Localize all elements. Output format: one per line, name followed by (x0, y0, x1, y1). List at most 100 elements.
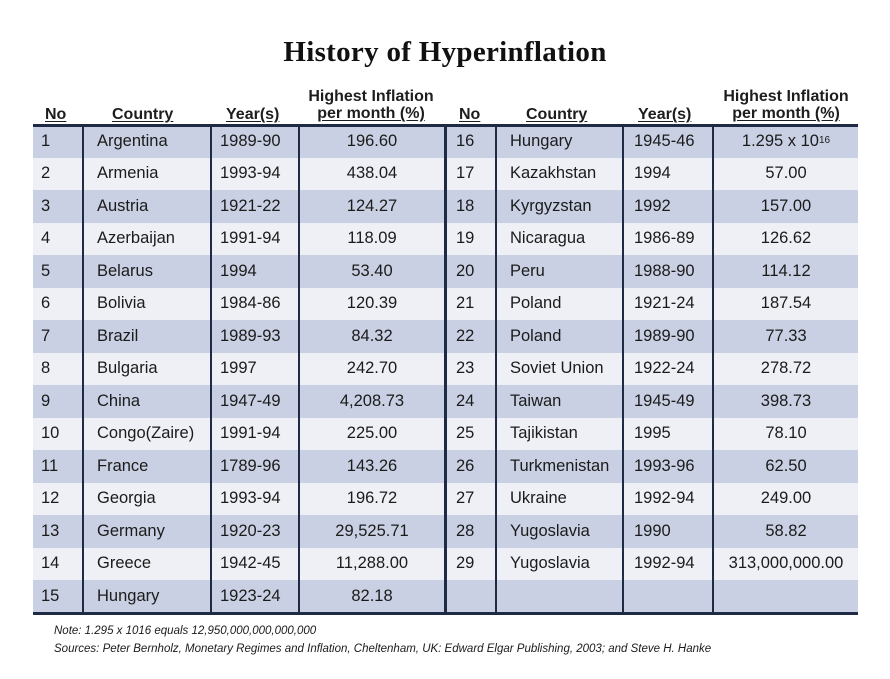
cell-no: 25 (456, 424, 475, 443)
cell-no: 27 (456, 489, 475, 508)
cell-years: 1920-23 (220, 521, 281, 540)
cell-inflation: 196.72 (346, 489, 398, 508)
cell-years: 1988-90 (634, 261, 695, 280)
cell-years: 1991-94 (220, 424, 281, 443)
cell-country: Azerbaijan (97, 229, 175, 248)
cell-no: 14 (41, 554, 60, 573)
cell-no: 17 (456, 164, 475, 183)
cell-inflation: 143.26 (346, 456, 398, 475)
cell-years: 1989-90 (634, 326, 695, 345)
cell-years: 1993-94 (220, 489, 281, 508)
cell-inflation: 118.09 (347, 229, 397, 248)
cell-country: Nicaragua (510, 229, 586, 248)
cell-no: 6 (41, 294, 51, 313)
cell-years: 1945-49 (634, 391, 695, 410)
cell-country: Hungary (510, 131, 573, 150)
cell-no: 13 (41, 521, 60, 540)
cell-country: Congo(Zaire) (97, 424, 195, 443)
column-divider (712, 125, 714, 615)
column-divider (495, 125, 497, 615)
cell-inflation: 84.32 (351, 326, 393, 345)
cell-years: 1984-86 (220, 294, 281, 313)
cell-inflation: 58.82 (765, 521, 807, 540)
cell-no: 16 (456, 131, 475, 150)
cell-no: 22 (456, 326, 475, 345)
cell-inflation: 62.50 (765, 456, 807, 475)
header-no-left: No (45, 106, 67, 123)
column-divider (444, 125, 447, 615)
header-country-right: Country (526, 106, 588, 123)
cell-country: Kyrgyzstan (510, 196, 592, 215)
cell-inflation: 120.39 (346, 294, 398, 313)
cell-country (510, 580, 635, 613)
cell-no: 3 (41, 196, 51, 215)
cell-country: Tajikistan (510, 424, 578, 443)
cell-country: Poland (510, 294, 562, 313)
cell-country: Bulgaria (97, 359, 158, 378)
cell-inflation: 398.73 (760, 391, 812, 410)
cell-years: 1921-22 (220, 196, 281, 215)
cell-years: 1993-94 (220, 164, 281, 183)
sources-citation: Sources: Peter Bernholz, Monetary Regime… (54, 643, 712, 655)
cell-no: 23 (456, 359, 475, 378)
cell-years: 1923-24 (220, 586, 281, 605)
cell-inflation: 225.00 (346, 424, 398, 443)
cell-country: Hungary (97, 586, 160, 605)
cell-years: 1922-24 (634, 359, 695, 378)
cell-years: 1789-96 (220, 456, 281, 475)
cell-country: Kazakhstan (510, 164, 597, 183)
column-divider (82, 125, 84, 615)
cell-inflation: 114.12 (761, 261, 811, 280)
header-inflation-right: Highest Inflation per month (%) (723, 88, 849, 122)
cell-no: 2 (41, 164, 51, 183)
cell-years: 1994 (220, 261, 257, 280)
cell-country: Argentina (97, 131, 168, 150)
cell-years: 1993-96 (634, 456, 695, 475)
cell-years: 1947-49 (220, 391, 281, 410)
cell-no: 19 (456, 229, 475, 248)
cell-no: 18 (456, 196, 475, 215)
cell-no: 8 (41, 359, 51, 378)
cell-country: Yugoslavia (510, 554, 590, 573)
cell-country: Soviet Union (510, 359, 604, 378)
cell-years: 1945-46 (634, 131, 695, 150)
cell-country: Poland (510, 326, 562, 345)
cell-country: Bolivia (97, 294, 146, 313)
cell-country: Peru (510, 261, 545, 280)
cell-country: France (97, 456, 149, 475)
cell-years: 1921-24 (634, 294, 695, 313)
cell-country: Greece (97, 554, 152, 573)
column-divider (622, 125, 624, 615)
cell-country: Ukraine (510, 489, 567, 508)
cell-no: 21 (456, 294, 475, 313)
cell-no: 20 (456, 261, 475, 280)
cell-country: Georgia (97, 489, 156, 508)
cell-inflation: 11,288.00 (335, 554, 409, 573)
cell-inflation: 157.00 (760, 196, 812, 215)
cell-years: 1990 (634, 521, 671, 540)
cell-years: 1986-89 (634, 229, 695, 248)
cell-inflation: 124.27 (346, 196, 398, 215)
cell-years: 1989-93 (220, 326, 281, 345)
cell-inflation: 78.10 (765, 424, 807, 443)
header-country-left: Country (112, 106, 174, 123)
cell-country: Yugoslavia (510, 521, 590, 540)
cell-no: 11 (41, 456, 59, 475)
cell-inflation: 313,000,000.00 (728, 554, 844, 573)
cell-years: 1995 (634, 424, 671, 443)
cell-no: 24 (456, 391, 475, 410)
page-title: History of Hyperinflation (283, 36, 607, 68)
cell-inflation: 196.60 (346, 131, 398, 150)
cell-country: Austria (97, 196, 149, 215)
cell-inflation: 53.40 (351, 261, 393, 280)
cell-country: Armenia (97, 164, 159, 183)
cell-no: 12 (41, 489, 60, 508)
cell-no: 15 (41, 586, 60, 605)
header-inflation-left: Highest Inflation per month (%) (308, 88, 434, 122)
cell-country: Brazil (97, 326, 139, 345)
cell-inflation: 278.72 (760, 359, 812, 378)
header-years-right: Year(s) (638, 106, 692, 123)
cell-no: 5 (41, 261, 51, 280)
cell-no: 26 (456, 456, 475, 475)
cell-inflation: 187.54 (760, 294, 812, 313)
